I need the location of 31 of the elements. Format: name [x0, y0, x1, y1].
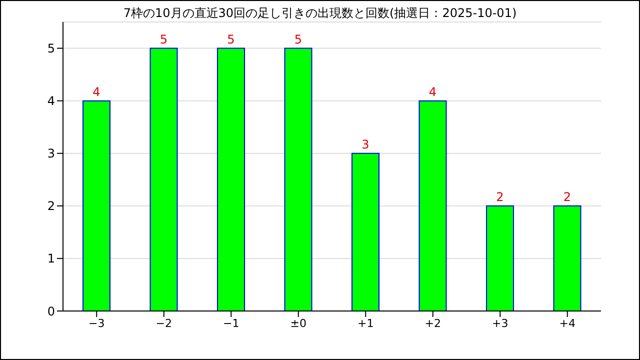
chart-title: 7枠の10月の直近30回の足し引きの出現数と回数(抽選日：2025-10-01) [122, 5, 518, 22]
bar [82, 100, 110, 311]
bar [553, 205, 582, 311]
y-tick-label: 3 [47, 146, 55, 161]
x-tick-label: ±0 [290, 316, 306, 330]
bar [486, 205, 514, 311]
y-tick-label: 5 [47, 42, 55, 56]
bar [217, 48, 245, 311]
data-label: 4 [428, 84, 437, 99]
x-tick-label: −1 [223, 316, 240, 330]
bar [352, 152, 380, 311]
data-label: 3 [362, 137, 370, 152]
y-tick-label: 0 [47, 304, 55, 318]
x-tick-label: +1 [358, 316, 374, 330]
data-label: 5 [160, 32, 168, 46]
x-tick-label: −3 [88, 316, 105, 330]
data-label: 2 [496, 190, 504, 204]
bar [150, 48, 178, 311]
bar [418, 100, 447, 311]
bar [284, 48, 312, 311]
x-tick-label: +4 [559, 316, 576, 330]
y-tick-label: 1 [47, 252, 55, 266]
x-tick-label: −2 [156, 316, 172, 330]
data-label: 2 [563, 190, 572, 204]
x-tick-label: +2 [424, 316, 441, 330]
data-label: 5 [294, 32, 302, 46]
y-tick-label: 2 [47, 199, 55, 214]
data-label: 4 [92, 84, 100, 99]
y-tick-label: 4 [47, 94, 55, 108]
x-tick-label: +3 [492, 316, 508, 330]
data-label: 5 [227, 32, 235, 46]
